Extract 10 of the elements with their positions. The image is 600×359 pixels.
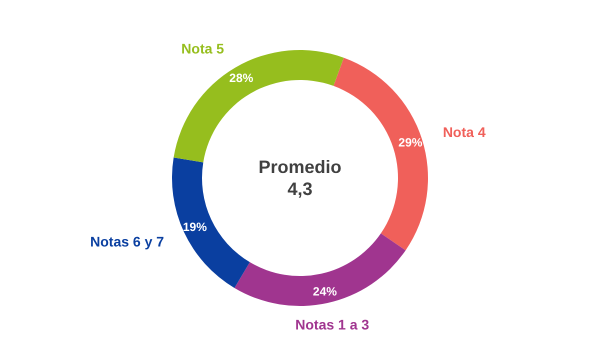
slice-label: Notas 6 y 7 [90, 233, 164, 250]
slice-label: Nota 5 [181, 40, 224, 57]
data-label: 19% [182, 220, 208, 234]
slice-label: Notas 1 a 3 [295, 316, 370, 332]
text: 4,3 [287, 179, 313, 199]
data-label: 24% [312, 284, 338, 298]
slice-label: Nota 4 [442, 124, 486, 140]
text: Promedio [258, 157, 342, 177]
data-label: 28% [229, 70, 254, 85]
data-label: 29% [398, 136, 423, 150]
